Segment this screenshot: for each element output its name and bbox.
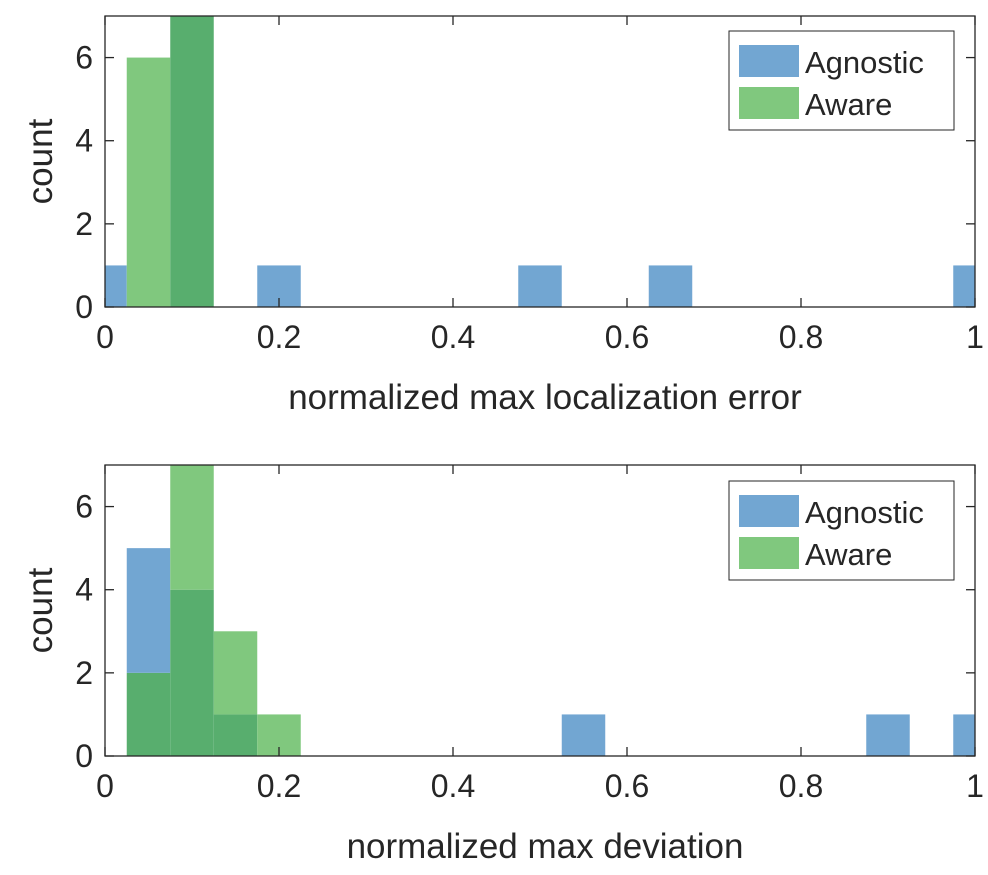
aware-bar (170, 465, 214, 590)
subplot-2: 0 0.2 0.4 0.6 0.8 1 0 2 4 6 normalized max deviati… (21, 464, 984, 866)
x-tick-label: 0.6 (605, 319, 649, 355)
legend: Agnostic Aware (728, 480, 955, 581)
y-tick-label: 2 (75, 206, 93, 242)
x-axis-label: normalized max localization error (288, 378, 802, 417)
agnostic-bar (866, 714, 910, 756)
overlap-bar (213, 714, 258, 756)
agnostic-bar (126, 548, 171, 673)
agnostic-bar (953, 714, 975, 756)
y-tick-label: 0 (75, 738, 93, 774)
x-tick-label: 1 (966, 768, 984, 804)
legend-swatch (739, 495, 799, 527)
overlap-bar (170, 16, 214, 307)
y-tick-label: 6 (75, 489, 93, 525)
x-tick-label: 0.4 (431, 768, 475, 804)
x-tick-label: 0.4 (431, 319, 475, 355)
x-tick-label: 0.2 (257, 319, 301, 355)
x-tick-label: 1 (966, 319, 984, 355)
bars-group (126, 465, 975, 756)
overlap-bar (126, 672, 171, 756)
axes-box (104, 15, 976, 308)
legend-label: Agnostic (805, 45, 924, 80)
legend-swatch (739, 87, 799, 119)
x-axis-label: normalized max deviation (347, 827, 744, 866)
y-axis-label: count (21, 567, 60, 653)
y-axis-label: count (21, 118, 60, 204)
axes-box (104, 464, 976, 757)
legend-label: Aware (805, 537, 892, 572)
subplot-1: 0 0.2 0.4 0.6 0.8 1 0 2 4 6 normalized max localiz… (21, 15, 984, 417)
legend-label: Agnostic (805, 495, 924, 530)
aware-bar (126, 57, 171, 307)
y-tick-label: 4 (75, 123, 93, 159)
y-tick-label: 4 (75, 572, 93, 608)
x-tick-label: 0.8 (779, 768, 823, 804)
y-tick-label: 0 (75, 289, 93, 325)
x-tick-label: 0.8 (779, 319, 823, 355)
x-tick-label: 0 (96, 768, 114, 804)
overlap-bar (170, 589, 214, 756)
agnostic-bar (561, 714, 606, 756)
agnostic-bar (648, 265, 693, 307)
agnostic-bar (105, 265, 127, 307)
y-tick-label: 6 (75, 40, 93, 76)
y-tick-label: 2 (75, 655, 93, 691)
x-tick-label: 0.6 (605, 768, 649, 804)
agnostic-bar (518, 265, 562, 307)
legend: Agnostic Aware (728, 30, 955, 131)
x-tick-label: 0.2 (257, 768, 301, 804)
x-tick-label: 0 (96, 319, 114, 355)
agnostic-bar (953, 265, 975, 307)
legend-swatch (739, 537, 799, 569)
legend-label: Aware (805, 87, 892, 122)
aware-bar (213, 631, 258, 715)
legend-swatch (739, 45, 799, 77)
bars-group (105, 16, 975, 307)
